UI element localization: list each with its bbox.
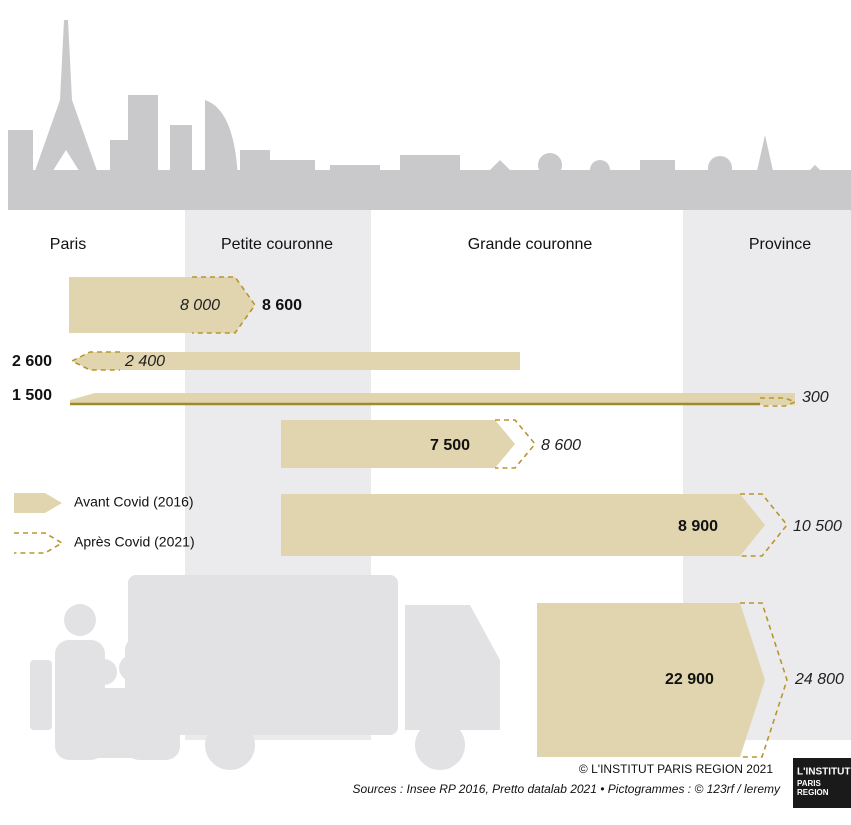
flow-arrow-after: [740, 493, 789, 557]
before-label: 8 900: [678, 518, 718, 535]
column-header: Grande couronne: [468, 236, 593, 253]
after-label: 8 600: [541, 437, 581, 454]
flow-arrow: [281, 420, 515, 468]
flow-arrow-after: [495, 419, 537, 469]
before-label: 1 500: [12, 387, 52, 404]
column-header: Petite couronne: [221, 236, 333, 253]
legend-label: Après Covid (2021): [74, 534, 195, 550]
flow-arrow: [281, 494, 765, 556]
legend-label: Avant Covid (2016): [74, 494, 194, 510]
logo: [793, 758, 851, 808]
before-label: 22 900: [665, 671, 714, 688]
flow-arrow: [72, 352, 520, 370]
column-header: Paris: [50, 236, 86, 253]
legend-swatch: [14, 493, 62, 513]
credit: © L'INSTITUT PARIS REGION 2021: [579, 762, 773, 776]
logo-text: REGION: [797, 788, 829, 797]
before-label: 2 600: [12, 353, 52, 370]
after-label: 2 400: [124, 353, 165, 370]
pictograms: [30, 575, 500, 770]
flow-arrow: [537, 603, 765, 757]
sources: Sources : Insee RP 2016, Pretto datalab …: [353, 782, 781, 796]
column-header: Province: [749, 236, 811, 253]
flow-arrow-after: [70, 351, 120, 371]
skyline: [8, 20, 851, 210]
before-label: 7 500: [430, 437, 470, 454]
legend-swatch: [14, 532, 64, 554]
after-label: 24 800: [794, 671, 844, 688]
logo-text: L'INSTITUT: [797, 767, 850, 778]
after-label: 300: [802, 389, 829, 406]
flow-arrow-after: [740, 602, 788, 758]
after-label: 10 500: [793, 518, 842, 535]
flow-arrow-after: [192, 276, 256, 334]
after-label: 8 000: [180, 297, 220, 314]
logo-text: PARIS: [797, 779, 822, 788]
flow-arrow-after: [760, 397, 798, 407]
before-label: 8 600: [262, 297, 302, 314]
flow-arrow: [70, 393, 795, 405]
flow-arrow: [69, 277, 255, 333]
